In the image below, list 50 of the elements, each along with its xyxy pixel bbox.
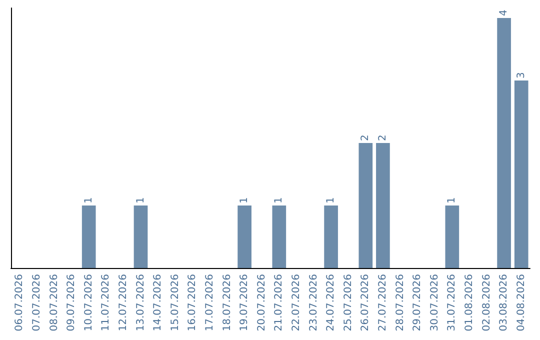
x-tick-label: 29.07.2026 bbox=[412, 274, 424, 332]
x-tick-label: 10.07.2026 bbox=[83, 274, 94, 332]
x-tick-label: 26.07.2026 bbox=[360, 274, 372, 332]
data-label: 4 bbox=[498, 10, 510, 16]
bar bbox=[324, 206, 338, 268]
data-label: 3 bbox=[516, 72, 527, 78]
bar bbox=[514, 80, 528, 268]
x-tick-label: 30.07.2026 bbox=[429, 274, 440, 332]
x-tick-label: 17.07.2026 bbox=[204, 274, 216, 332]
x-tick-label: 04.08.2026 bbox=[516, 274, 527, 332]
data-label: 1 bbox=[83, 197, 94, 204]
x-tick-label: 24.07.2026 bbox=[326, 274, 337, 332]
x-tick-label: 15.07.2026 bbox=[170, 274, 181, 332]
data-label: 2 bbox=[360, 134, 372, 141]
data-label: 1 bbox=[446, 197, 458, 204]
x-tick-label: 22.07.2026 bbox=[290, 274, 302, 332]
x-tick-label: 23.07.2026 bbox=[308, 274, 320, 332]
x-tick-label: 31.07.2026 bbox=[446, 274, 458, 332]
data-label: 1 bbox=[274, 197, 285, 204]
data-label: 1 bbox=[326, 197, 337, 204]
x-tick-label: 06.07.2026 bbox=[14, 274, 26, 332]
bar bbox=[497, 18, 511, 268]
x-tick-label: 09.07.2026 bbox=[66, 274, 78, 332]
x-tick-label: 14.07.2026 bbox=[152, 274, 164, 332]
bar bbox=[272, 206, 286, 268]
bar bbox=[238, 206, 252, 268]
data-label: 1 bbox=[239, 197, 250, 204]
x-tick-label: 08.07.2026 bbox=[48, 274, 60, 332]
x-tick-label: 18.07.2026 bbox=[222, 274, 233, 332]
x-tick-label: 21.07.2026 bbox=[274, 274, 285, 332]
bar bbox=[445, 206, 460, 268]
x-tick-label: 27.07.2026 bbox=[377, 274, 388, 332]
data-label: 1 bbox=[135, 197, 146, 204]
x-tick-label: 28.07.2026 bbox=[394, 274, 406, 332]
x-tick-label: 16.07.2026 bbox=[187, 274, 198, 332]
x-tick-label: 03.08.2026 bbox=[498, 274, 510, 332]
x-tick-label: 02.08.2026 bbox=[481, 274, 492, 332]
bar bbox=[358, 143, 373, 268]
bar bbox=[376, 143, 390, 268]
x-tick-label: 25.07.2026 bbox=[342, 274, 354, 332]
bar bbox=[134, 206, 148, 268]
x-tick-label: 13.07.2026 bbox=[135, 274, 146, 332]
x-tick-label: 01.08.2026 bbox=[464, 274, 475, 332]
x-tick-label: 12.07.2026 bbox=[118, 274, 129, 332]
x-tick-label: 19.07.2026 bbox=[239, 274, 250, 332]
x-tick-label: 07.07.2026 bbox=[31, 274, 42, 332]
bar bbox=[82, 206, 96, 268]
data-label: 2 bbox=[377, 134, 388, 141]
x-tick-label: 20.07.2026 bbox=[256, 274, 268, 332]
x-tick-label: 11.07.2026 bbox=[100, 274, 112, 332]
